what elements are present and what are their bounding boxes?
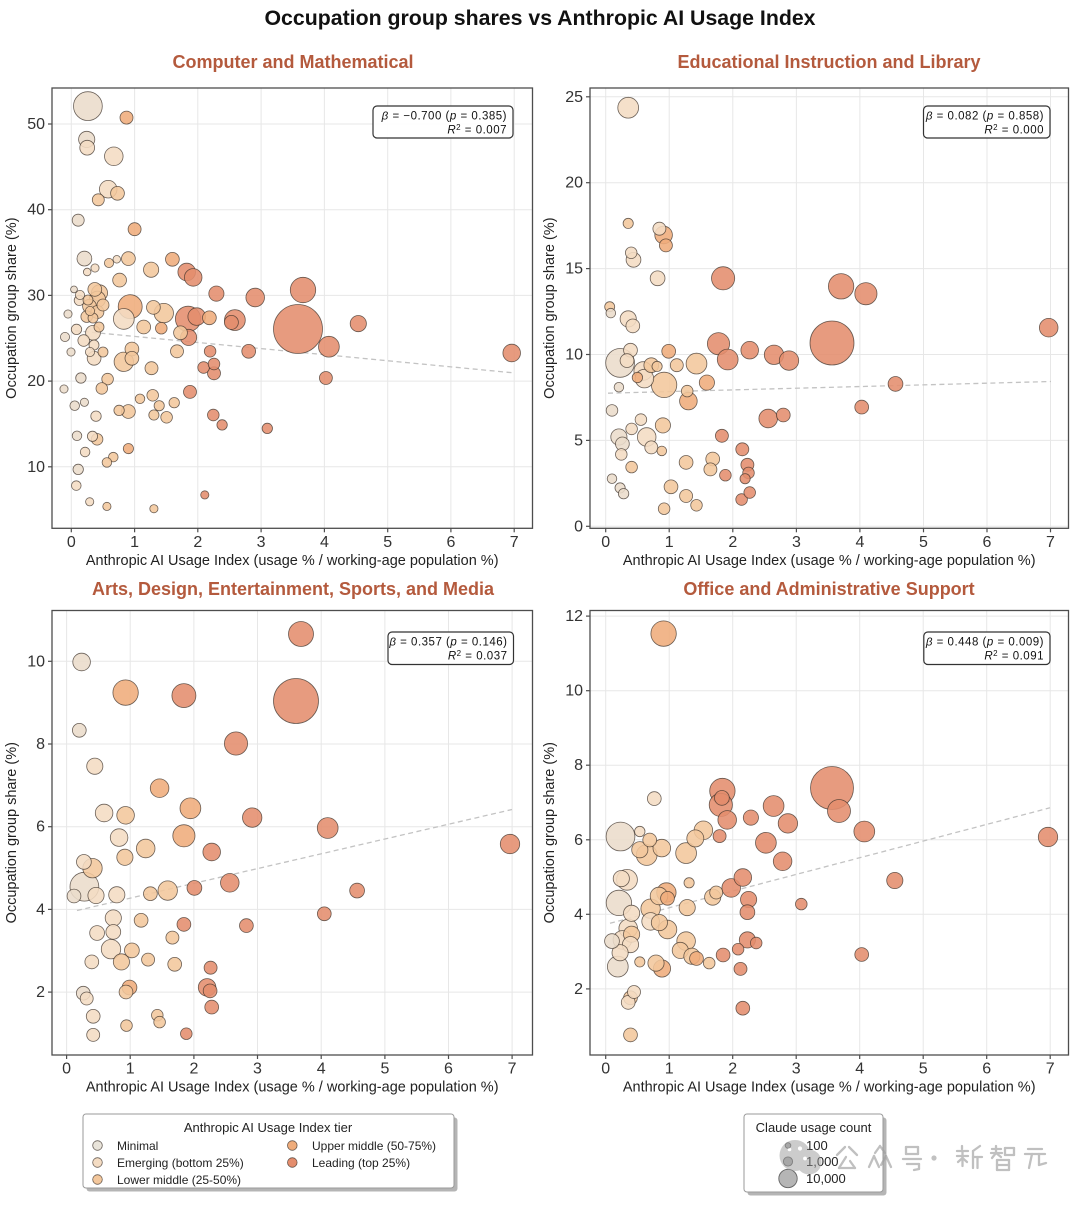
svg-text:4: 4 [320,534,329,551]
svg-text:12: 12 [565,608,583,625]
svg-text:7: 7 [510,534,519,551]
svg-text:0: 0 [601,534,610,551]
svg-text:Anthropic AI Usage Index (usag: Anthropic AI Usage Index (usage % / work… [623,553,1036,569]
svg-text:4: 4 [574,906,583,923]
svg-text:30: 30 [27,287,45,304]
svg-text:Lower middle (25-50%): Lower middle (25-50%) [117,1173,241,1187]
svg-text:1: 1 [665,534,674,551]
svg-text:Occupation group share (%): Occupation group share (%) [542,217,558,398]
svg-text:15: 15 [565,261,583,278]
svg-text:0: 0 [574,518,583,535]
svg-text:2: 2 [36,984,45,1001]
svg-text:5: 5 [919,1061,928,1078]
svg-text:8: 8 [36,736,45,753]
svg-text:Upper middle (50-75%): Upper middle (50-75%) [312,1139,436,1153]
svg-text:3: 3 [257,534,266,551]
svg-text:3: 3 [792,534,801,551]
svg-text:5: 5 [380,1061,389,1078]
svg-text:10: 10 [565,347,583,364]
svg-text:6: 6 [574,832,583,849]
svg-text:Occupation group share (%): Occupation group share (%) [4,742,20,923]
svg-text:2: 2 [193,534,202,551]
svg-text:Occupation group share (%): Occupation group share (%) [542,742,558,923]
svg-text:Minimal: Minimal [117,1139,158,1153]
svg-text:R2 = 0.007: R2 = 0.007 [447,123,507,137]
svg-text:5: 5 [919,534,928,551]
svg-text:6: 6 [446,534,455,551]
svg-text:Anthropic AI Usage Index (usag: Anthropic AI Usage Index (usage % / work… [86,1080,499,1096]
svg-text:1: 1 [665,1061,674,1078]
svg-text:7: 7 [1046,534,1055,551]
svg-text:7: 7 [1046,1061,1055,1078]
svg-text:0: 0 [62,1061,71,1078]
svg-text:6: 6 [983,534,992,551]
svg-text:Leading (top 25%): Leading (top 25%) [312,1156,410,1170]
svg-text:β = 0.357 (p = 0.146): β = 0.357 (p = 0.146) [388,637,507,649]
svg-text:100: 100 [806,1138,828,1153]
svg-text:Anthropic AI Usage Index tier: Anthropic AI Usage Index tier [184,1120,353,1135]
svg-text:Computer and Mathematical: Computer and Mathematical [172,52,413,72]
svg-text:Anthropic AI Usage Index (usag: Anthropic AI Usage Index (usage % / work… [623,1080,1036,1096]
svg-text:4: 4 [855,534,864,551]
svg-text:3: 3 [792,1061,801,1078]
svg-text:3: 3 [253,1061,262,1078]
svg-text:6: 6 [36,819,45,836]
svg-text:0: 0 [67,534,76,551]
svg-text:1: 1 [126,1061,135,1078]
svg-text:50: 50 [27,116,45,133]
svg-text:0: 0 [601,1061,610,1078]
svg-text:β = −0.700 (p = 0.385): β = −0.700 (p = 0.385) [381,111,507,123]
svg-text:β = 0.448 (p = 0.009): β = 0.448 (p = 0.009) [925,637,1044,649]
svg-text:4: 4 [855,1061,864,1078]
svg-text:2: 2 [574,981,583,998]
svg-text:25: 25 [565,89,583,106]
svg-text:Claude usage count: Claude usage count [756,1120,872,1135]
svg-text:20: 20 [27,373,45,390]
svg-text:R2 = 0.091: R2 = 0.091 [984,649,1044,663]
svg-text:Occupation group share (%): Occupation group share (%) [4,217,20,398]
svg-text:8: 8 [574,757,583,774]
svg-text:Arts, Design, Entertainment, S: Arts, Design, Entertainment, Sports, and… [92,579,495,599]
svg-text:10,000: 10,000 [806,1171,846,1186]
svg-text:10: 10 [565,683,583,700]
svg-text:10: 10 [27,653,45,670]
svg-text:1: 1 [130,534,139,551]
svg-text:Educational Instruction and Li: Educational Instruction and Library [677,52,980,72]
svg-text:6: 6 [982,1061,991,1078]
svg-text:2: 2 [189,1061,198,1078]
svg-text:20: 20 [565,175,583,192]
svg-text:Anthropic AI Usage Index (usag: Anthropic AI Usage Index (usage % / work… [86,553,499,569]
svg-text:6: 6 [444,1061,453,1078]
svg-text:β = 0.082 (p = 0.858): β = 0.082 (p = 0.858) [925,111,1044,123]
svg-text:4: 4 [317,1061,326,1078]
svg-text:5: 5 [383,534,392,551]
svg-text:40: 40 [27,202,45,219]
svg-text:4: 4 [36,901,45,918]
svg-text:Emerging (bottom 25%): Emerging (bottom 25%) [117,1156,244,1170]
svg-text:2: 2 [728,534,737,551]
svg-text:5: 5 [574,432,583,449]
svg-text:2: 2 [728,1061,737,1078]
svg-text:Office and Administrative Supp: Office and Administrative Support [683,579,974,599]
svg-text:7: 7 [508,1061,517,1078]
svg-text:R2 = 0.000: R2 = 0.000 [984,123,1044,137]
svg-text:10: 10 [27,459,45,476]
svg-text:Occupation group shares vs Ant: Occupation group shares vs Anthropic AI … [264,6,815,30]
svg-text:R2 = 0.037: R2 = 0.037 [448,649,508,663]
